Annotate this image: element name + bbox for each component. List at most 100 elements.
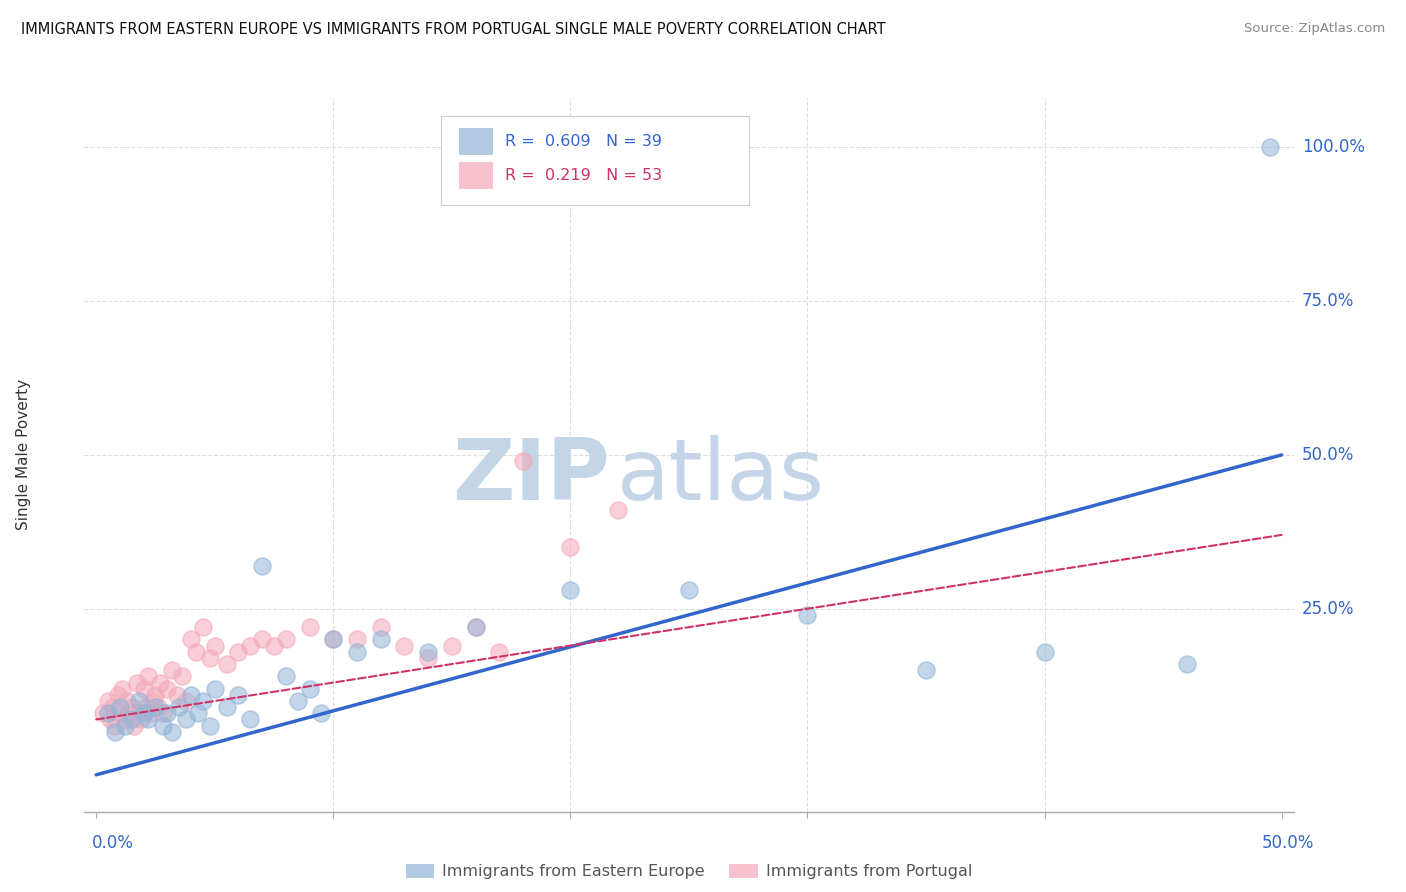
- Point: [145, 700, 167, 714]
- Point: [418, 651, 440, 665]
- Text: atlas: atlas: [616, 434, 824, 518]
- Point: [311, 706, 333, 721]
- Point: [180, 688, 202, 702]
- Point: [187, 706, 209, 721]
- Point: [152, 718, 174, 732]
- Point: [128, 694, 150, 708]
- Point: [167, 700, 190, 714]
- Point: [198, 718, 221, 732]
- Point: [142, 694, 165, 708]
- Point: [146, 700, 169, 714]
- Point: [132, 706, 155, 721]
- Point: [440, 639, 463, 653]
- Point: [418, 645, 440, 659]
- Point: [215, 700, 238, 714]
- Point: [370, 632, 392, 647]
- Point: [370, 620, 392, 634]
- Point: [166, 688, 188, 702]
- Bar: [460, 128, 494, 155]
- Point: [170, 669, 193, 683]
- Point: [560, 583, 582, 598]
- Point: [322, 632, 344, 647]
- Point: [111, 681, 134, 696]
- Point: [250, 558, 273, 573]
- Point: [263, 639, 285, 653]
- Point: [128, 706, 150, 721]
- Point: [394, 639, 416, 653]
- Point: [108, 700, 131, 714]
- Point: [115, 694, 138, 708]
- Point: [160, 724, 183, 739]
- Text: Source: ZipAtlas.com: Source: ZipAtlas.com: [1244, 22, 1385, 36]
- Point: [204, 681, 226, 696]
- Text: 50.0%: 50.0%: [1263, 834, 1315, 852]
- Legend: Immigrants from Eastern Europe, Immigrants from Portugal: Immigrants from Eastern Europe, Immigran…: [399, 857, 979, 886]
- Point: [560, 540, 582, 554]
- Point: [239, 713, 262, 727]
- Point: [1258, 140, 1281, 154]
- Point: [915, 663, 938, 677]
- Point: [512, 454, 534, 468]
- Point: [176, 713, 198, 727]
- Text: Single Male Poverty: Single Male Poverty: [17, 379, 31, 531]
- Point: [678, 583, 700, 598]
- Point: [101, 700, 124, 714]
- Point: [346, 632, 368, 647]
- Point: [121, 700, 143, 714]
- Point: [274, 632, 297, 647]
- Text: ZIP: ZIP: [453, 434, 610, 518]
- Point: [135, 700, 157, 714]
- Point: [152, 706, 174, 721]
- Point: [156, 706, 179, 721]
- Point: [322, 632, 344, 647]
- Point: [215, 657, 238, 671]
- Point: [156, 681, 179, 696]
- Point: [606, 503, 628, 517]
- Point: [97, 706, 120, 721]
- Point: [160, 663, 183, 677]
- Point: [1175, 657, 1198, 671]
- Text: 0.0%: 0.0%: [91, 834, 134, 852]
- Point: [118, 706, 141, 721]
- Point: [346, 645, 368, 659]
- Point: [239, 639, 262, 653]
- Point: [287, 694, 309, 708]
- Point: [97, 694, 120, 708]
- Point: [274, 669, 297, 683]
- Point: [138, 669, 160, 683]
- Point: [121, 713, 143, 727]
- Point: [191, 694, 214, 708]
- Point: [91, 706, 114, 721]
- Point: [138, 713, 160, 727]
- Point: [250, 632, 273, 647]
- Text: 25.0%: 25.0%: [1302, 599, 1354, 618]
- Point: [488, 645, 510, 659]
- Point: [149, 675, 172, 690]
- Point: [125, 675, 148, 690]
- Text: 50.0%: 50.0%: [1302, 446, 1354, 464]
- Text: R =  0.219   N = 53: R = 0.219 N = 53: [505, 168, 662, 183]
- Point: [198, 651, 221, 665]
- Point: [114, 718, 136, 732]
- Text: 75.0%: 75.0%: [1302, 292, 1354, 310]
- Point: [122, 718, 145, 732]
- Point: [132, 681, 155, 696]
- Point: [1033, 645, 1056, 659]
- Text: R =  0.609   N = 39: R = 0.609 N = 39: [505, 134, 662, 149]
- Point: [176, 694, 198, 708]
- Text: IMMIGRANTS FROM EASTERN EUROPE VS IMMIGRANTS FROM PORTUGAL SINGLE MALE POVERTY C: IMMIGRANTS FROM EASTERN EUROPE VS IMMIGR…: [21, 22, 886, 37]
- Bar: [460, 161, 494, 189]
- Point: [464, 620, 486, 634]
- Point: [100, 713, 122, 727]
- Point: [298, 681, 321, 696]
- Point: [129, 713, 152, 727]
- FancyBboxPatch shape: [441, 116, 749, 205]
- Text: 100.0%: 100.0%: [1302, 138, 1365, 156]
- Point: [104, 718, 127, 732]
- Point: [464, 620, 486, 634]
- Point: [228, 688, 250, 702]
- Point: [114, 713, 136, 727]
- Point: [108, 706, 131, 721]
- Point: [796, 607, 818, 622]
- Point: [107, 688, 129, 702]
